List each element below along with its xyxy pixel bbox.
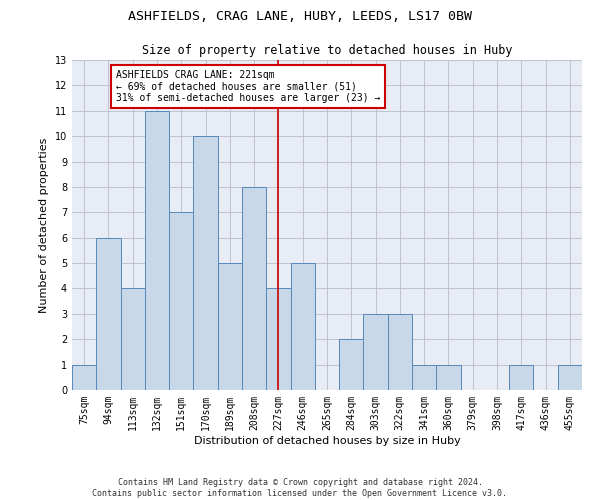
Bar [509, 364, 533, 390]
Bar [242, 187, 266, 390]
Bar [388, 314, 412, 390]
Bar [339, 339, 364, 390]
Bar [218, 263, 242, 390]
Y-axis label: Number of detached properties: Number of detached properties [39, 138, 49, 312]
Bar [169, 212, 193, 390]
Bar [145, 111, 169, 390]
Bar [364, 314, 388, 390]
Bar [290, 263, 315, 390]
Bar [412, 364, 436, 390]
Bar [121, 288, 145, 390]
Bar [193, 136, 218, 390]
Text: Contains HM Land Registry data © Crown copyright and database right 2024.
Contai: Contains HM Land Registry data © Crown c… [92, 478, 508, 498]
Bar [72, 364, 96, 390]
Bar [436, 364, 461, 390]
Bar [266, 288, 290, 390]
Bar [96, 238, 121, 390]
Text: ASHFIELDS CRAG LANE: 221sqm
← 69% of detached houses are smaller (51)
31% of sem: ASHFIELDS CRAG LANE: 221sqm ← 69% of det… [116, 70, 380, 103]
Title: Size of property relative to detached houses in Huby: Size of property relative to detached ho… [142, 44, 512, 58]
X-axis label: Distribution of detached houses by size in Huby: Distribution of detached houses by size … [194, 436, 460, 446]
Bar [558, 364, 582, 390]
Text: ASHFIELDS, CRAG LANE, HUBY, LEEDS, LS17 0BW: ASHFIELDS, CRAG LANE, HUBY, LEEDS, LS17 … [128, 10, 472, 23]
